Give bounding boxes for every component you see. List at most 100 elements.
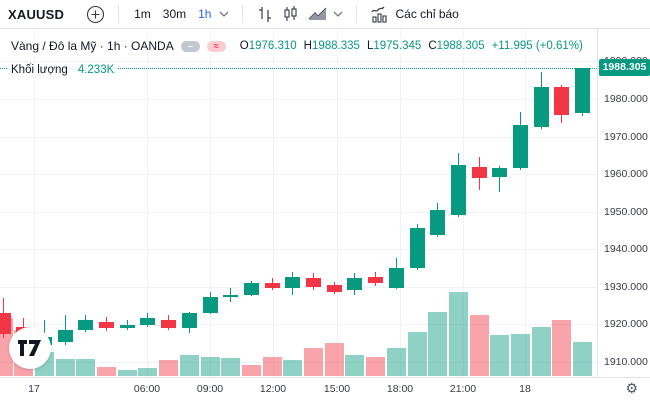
chart-style-candles-button[interactable]	[278, 3, 304, 25]
candle-body	[140, 318, 156, 326]
time-tick-label: 15:00	[323, 383, 351, 395]
candle-body	[0, 313, 11, 334]
candle-body	[388, 268, 404, 288]
volume-bar	[573, 342, 593, 376]
time-tick-label: 12:00	[259, 383, 287, 395]
horizontal-gridline	[0, 98, 597, 100]
volume-bar	[159, 359, 179, 376]
volume-bar	[76, 359, 96, 376]
top-toolbar: XAUUSD 1m 30m 1h	[0, 0, 650, 29]
indicators-button-label: Các chỉ báo	[395, 7, 459, 21]
vertical-gridline	[147, 29, 148, 377]
interval-1m-button[interactable]: 1m	[134, 7, 151, 21]
price-tick-label: 1930.000	[604, 280, 648, 293]
vertical-gridline	[400, 29, 401, 377]
legend-ohlc-values: O1976.310 H1988.335 L1975.345 C1988.305 …	[240, 40, 583, 52]
change-value: +11.995 (+0.61%)	[491, 40, 583, 52]
bars-style-icon	[259, 7, 272, 22]
candle-body	[78, 319, 94, 331]
candle-body	[119, 325, 135, 329]
volume-bar	[138, 367, 158, 376]
plot-area[interactable]: Vàng / Đô la Mỹ · 1h · OANDA – ≈ O1976.3…	[0, 29, 597, 377]
volume-bar	[283, 359, 303, 376]
vertical-gridline	[273, 29, 274, 377]
volume-bar	[304, 347, 323, 376]
volume-bar	[366, 356, 386, 376]
price-tick-label: 1980.000	[604, 92, 648, 105]
open-value: 1976.310	[248, 40, 297, 52]
candle-body	[450, 165, 466, 216]
horizontal-gridline	[0, 211, 597, 213]
toolbar-separator	[118, 5, 120, 23]
volume-bar	[490, 335, 510, 376]
candle-body	[326, 284, 342, 293]
candle-body	[161, 319, 177, 329]
legend-symbol-title: Vàng / Đô la Mỹ · 1h · OANDA	[11, 39, 174, 53]
volume-bar	[221, 358, 241, 376]
price-axis[interactable]: 1988.305 1990.0001980.0001970.0001960.00…	[597, 29, 650, 377]
compare-add-button[interactable]	[82, 3, 109, 26]
legend-collapse-pill[interactable]: –	[180, 40, 200, 52]
symbol-button[interactable]: XAUUSD	[8, 6, 65, 22]
candle-body	[243, 283, 259, 296]
time-axis[interactable]: ⚙ 17 06:00 09:00 12:00 15:00 18:00 21:00 18	[0, 377, 650, 400]
candle-body	[285, 277, 301, 288]
volume-bar	[324, 343, 344, 376]
candle-body	[513, 124, 528, 169]
time-tick-label: 18:00	[386, 383, 414, 395]
volume-bar	[469, 314, 489, 376]
legend-volume-row: Khối lượng 4.233K	[8, 63, 118, 77]
indicators-button[interactable]: Các chỉ báo	[366, 4, 462, 25]
interval-1h-button[interactable]: 1h	[198, 7, 212, 21]
candle-body	[471, 166, 487, 178]
time-tick-label: 06:00	[133, 383, 161, 395]
chart-style-dropdown-button[interactable]	[329, 9, 347, 19]
candle-body	[492, 168, 508, 178]
high-value: 1988.335	[311, 40, 360, 52]
vertical-gridline	[337, 29, 338, 377]
candle-body	[409, 227, 425, 269]
candle-body	[99, 322, 114, 329]
tradingview-logo-watermark	[9, 327, 51, 369]
chevron-down-icon	[334, 11, 343, 17]
horizontal-gridline	[0, 174, 597, 176]
chart-style-bars-button[interactable]	[252, 3, 278, 25]
candle-body	[223, 295, 239, 297]
volume-bar	[428, 311, 448, 376]
candle-wick	[126, 319, 128, 331]
chart-style-area-button[interactable]	[304, 4, 331, 24]
legend-source-pill[interactable]: ≈	[206, 40, 226, 52]
volume-bar	[55, 359, 75, 376]
plus-circle-icon	[87, 5, 105, 23]
area-style-icon	[309, 7, 327, 20]
candle-body	[306, 278, 321, 287]
vertical-gridline	[525, 29, 526, 377]
volume-bar	[179, 355, 199, 376]
horizontal-gridline	[0, 136, 597, 138]
price-tick-label: 1910.000	[604, 355, 648, 368]
open-label: O	[239, 40, 249, 52]
price-tick-label: 1970.000	[604, 130, 648, 143]
vertical-gridline	[210, 29, 211, 377]
time-tick-label: 21:00	[449, 383, 477, 395]
gear-settings-button[interactable]: ⚙	[625, 380, 638, 396]
price-tick-label: 1940.000	[604, 243, 648, 256]
candles-style-icon	[284, 6, 298, 21]
horizontal-gridline	[0, 61, 597, 63]
price-tick-label: 1960.000	[604, 168, 648, 181]
close-label: C	[428, 40, 437, 52]
price-tick-label: 1950.000	[604, 205, 648, 218]
interval-30m-button[interactable]: 30m	[162, 7, 187, 21]
low-label: L	[366, 40, 374, 52]
interval-dropdown-button[interactable]	[215, 9, 233, 19]
volume-bar	[552, 319, 572, 376]
time-tick-label: 09:00	[196, 383, 224, 395]
candle-body	[430, 210, 446, 235]
horizontal-gridline	[0, 249, 597, 251]
close-value: 1988.305	[436, 40, 485, 52]
chevron-down-icon	[220, 11, 229, 17]
volume-bar	[345, 355, 365, 376]
toolbar-separator	[242, 5, 244, 23]
indicators-icon	[371, 6, 388, 23]
volume-bar	[262, 356, 282, 376]
